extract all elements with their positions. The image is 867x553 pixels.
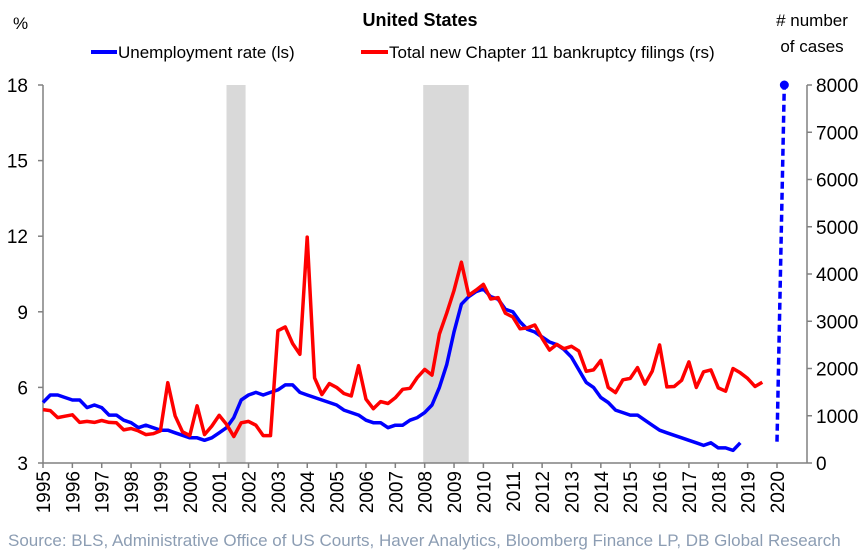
right-axis-label-line1: # number xyxy=(776,11,848,30)
x-tick-label: 2003 xyxy=(269,471,290,513)
right-axis-ticks: 0 1000 2000 3000 4000 5000 6000 7000 8000 xyxy=(807,76,858,475)
x-tick-label: 2011 xyxy=(504,471,525,512)
x-tick-label: 2001 xyxy=(210,471,231,513)
x-tick-label: 2018 xyxy=(709,471,730,513)
left-tick-label: 15 xyxy=(7,152,28,173)
legend-label-bankruptcy: Total new Chapter 11 bankruptcy filings … xyxy=(389,43,715,62)
x-tick-label: 1997 xyxy=(93,471,114,513)
x-tick-label: 2005 xyxy=(328,471,349,513)
recession-band xyxy=(226,85,246,463)
x-tick-label: 1998 xyxy=(122,471,143,513)
x-tick-label: 1999 xyxy=(151,471,172,513)
right-tick-label: 0 xyxy=(816,454,827,475)
x-tick-label: 2000 xyxy=(181,471,202,513)
left-tick-label: 3 xyxy=(17,454,28,475)
projection-endpoint-marker xyxy=(779,80,789,90)
recession-bands xyxy=(226,85,469,463)
left-tick-label: 12 xyxy=(7,227,28,248)
x-tick-label: 2006 xyxy=(357,471,378,513)
x-tick-label: 2014 xyxy=(592,471,613,514)
right-tick-label: 4000 xyxy=(816,265,858,286)
recession-band xyxy=(423,85,469,463)
legend-label-unemployment: Unemployment rate (ls) xyxy=(118,43,295,62)
x-tick-label: 2010 xyxy=(474,471,495,513)
x-tick-label: 2004 xyxy=(298,471,319,514)
x-tick-label: 2007 xyxy=(386,471,407,513)
left-tick-label: 9 xyxy=(17,303,28,324)
series-line-bankruptcy xyxy=(42,235,764,439)
x-tick-label: 2015 xyxy=(621,471,642,513)
right-tick-label: 2000 xyxy=(816,360,858,381)
legend: Unemployment rate (ls) Total new Chapter… xyxy=(91,43,715,62)
x-tick-label: 1996 xyxy=(63,471,84,513)
x-tick-label: 2013 xyxy=(562,471,583,513)
right-tick-label: 6000 xyxy=(816,171,858,192)
x-tick-label: 2019 xyxy=(739,471,760,513)
series-lines xyxy=(41,80,789,453)
left-axis-label: % xyxy=(13,14,28,33)
right-tick-label: 5000 xyxy=(816,218,858,239)
right-tick-label: 3000 xyxy=(816,312,858,333)
x-tick-label: 2016 xyxy=(651,471,672,513)
left-tick-label: 18 xyxy=(7,76,28,97)
left-axis-ticks: 3 6 9 12 15 18 xyxy=(7,76,43,475)
x-tick-label: 2002 xyxy=(240,471,261,513)
right-tick-label: 1000 xyxy=(816,407,858,428)
right-tick-label: 8000 xyxy=(816,76,858,97)
right-axis-label-line2: of cases xyxy=(780,37,843,56)
x-tick-label: 2012 xyxy=(533,471,554,513)
x-tick-label: 2020 xyxy=(768,471,789,513)
chart-title: United States xyxy=(362,10,477,30)
source-note: Source: BLS, Administrative Office of US… xyxy=(8,531,841,550)
x-axis-ticks: 1995 1996 1997 1998 1999 2000 2001 2002 2003 2004… xyxy=(34,463,789,513)
series-line-projection xyxy=(775,84,787,442)
right-tick-label: 7000 xyxy=(816,123,858,144)
x-tick-label: 1995 xyxy=(34,471,55,513)
x-tick-label: 2017 xyxy=(680,471,701,513)
x-tick-label: 2009 xyxy=(445,471,466,513)
x-tick-label: 2008 xyxy=(416,471,437,513)
left-tick-label: 6 xyxy=(17,378,28,399)
